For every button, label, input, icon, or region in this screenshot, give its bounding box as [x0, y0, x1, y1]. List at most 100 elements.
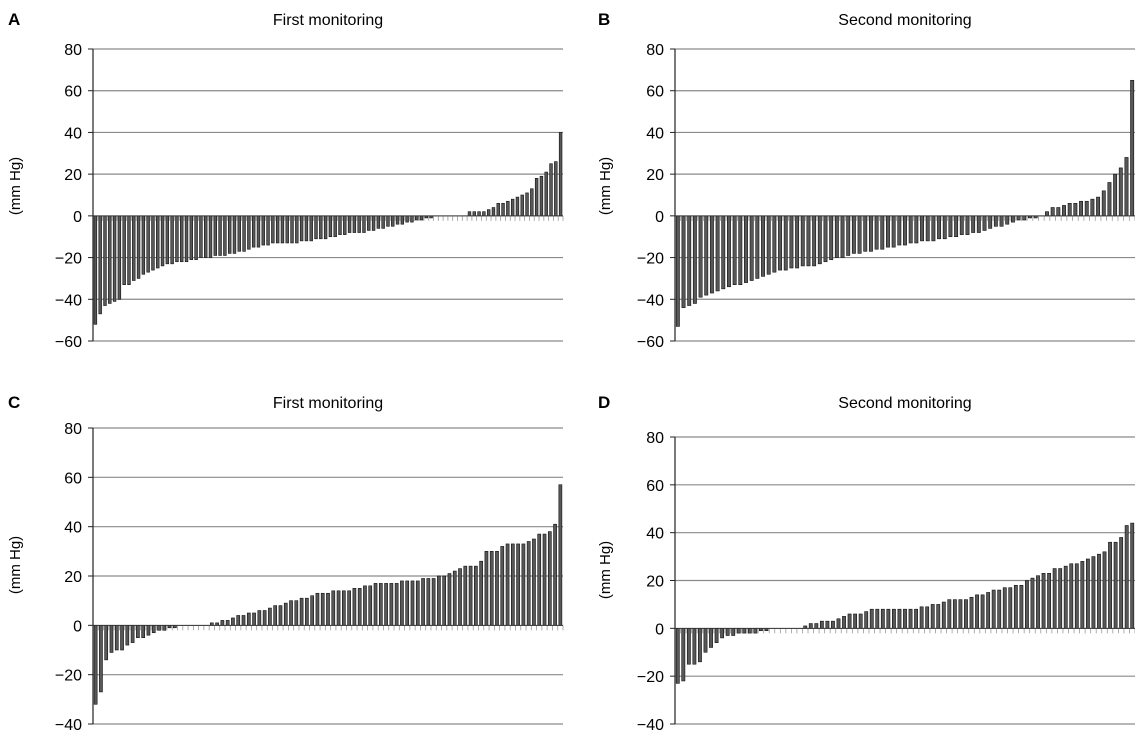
bar — [367, 215, 371, 231]
bar — [742, 628, 747, 634]
bar — [891, 215, 896, 248]
bar — [426, 578, 431, 626]
bar — [127, 215, 131, 285]
bar — [736, 628, 741, 634]
bar — [1084, 200, 1089, 217]
panel-c: C First monitoring (mm Hg) −40 −20 0 20 40 60… — [7, 393, 564, 734]
bar — [400, 215, 405, 225]
bar — [295, 215, 299, 244]
bar — [997, 589, 1002, 629]
bar — [991, 589, 996, 629]
y-tick-label: −20 — [637, 251, 664, 268]
bar — [189, 215, 194, 260]
bar — [290, 215, 294, 244]
bar — [999, 215, 1004, 227]
bar — [1113, 173, 1118, 217]
bar — [162, 625, 167, 631]
bar — [964, 599, 968, 629]
bar — [1090, 198, 1095, 217]
bar — [698, 628, 702, 663]
y-tick-label: 20 — [64, 167, 82, 184]
bar — [394, 583, 399, 626]
bar — [122, 215, 126, 285]
bar — [709, 628, 713, 648]
panel-a: A First monitoring (mm Hg) −60 −40 −20 0 20 4… — [7, 10, 564, 351]
bar — [109, 625, 114, 653]
bar — [294, 600, 299, 626]
bar — [251, 215, 256, 248]
bar — [825, 620, 830, 629]
bar — [510, 198, 515, 217]
bar — [698, 215, 703, 298]
bar — [141, 215, 146, 275]
bar — [897, 215, 902, 246]
bar — [247, 215, 251, 250]
bar — [180, 215, 184, 263]
bar — [384, 583, 388, 626]
bar — [823, 215, 828, 263]
bar — [315, 592, 320, 626]
bar — [112, 215, 117, 302]
bar — [373, 583, 378, 626]
bar — [486, 209, 491, 217]
bar — [510, 543, 515, 626]
bar — [720, 628, 725, 639]
bar — [1097, 553, 1101, 629]
bar — [868, 215, 873, 252]
bar — [1113, 541, 1118, 629]
bar — [892, 608, 896, 629]
bar — [925, 215, 930, 242]
bar — [231, 617, 235, 626]
y-tick-label: −40 — [637, 717, 664, 734]
bar — [273, 605, 278, 626]
bar — [376, 215, 381, 229]
bar — [814, 623, 819, 629]
bar — [395, 215, 400, 225]
bar — [846, 215, 851, 256]
bar — [484, 551, 489, 626]
bar — [766, 215, 771, 275]
bar — [954, 215, 959, 238]
bar — [157, 625, 161, 631]
bar — [136, 215, 141, 279]
bar — [553, 523, 557, 626]
bar — [908, 215, 913, 244]
bar — [338, 215, 342, 235]
bar — [744, 215, 748, 283]
bar — [386, 215, 390, 227]
bar — [521, 543, 526, 626]
bar — [959, 215, 964, 235]
bar — [842, 616, 846, 629]
bar — [104, 625, 109, 661]
bar — [937, 215, 942, 240]
y-tick-label: 40 — [64, 125, 82, 142]
bar — [1036, 575, 1040, 629]
bar — [389, 583, 394, 626]
bar — [549, 163, 553, 217]
bar — [931, 215, 936, 242]
panel-d-plot: −40 −20 0 20 40 60 80 — [637, 430, 1135, 734]
bar — [971, 215, 976, 233]
bar — [246, 612, 251, 626]
y-tick-label: −20 — [55, 251, 82, 268]
bar — [914, 215, 919, 244]
bar — [184, 215, 189, 263]
bar — [715, 215, 720, 292]
bar — [237, 215, 241, 252]
bar — [343, 215, 347, 235]
bar — [146, 625, 151, 636]
panel-a-ylabel: (mm Hg) — [7, 157, 24, 215]
bar — [472, 211, 476, 217]
bar — [232, 215, 237, 254]
panel-d-title: Second monitoring — [838, 395, 971, 412]
y-tick-label: −20 — [55, 668, 82, 685]
bar — [299, 215, 304, 242]
bar — [98, 215, 102, 315]
bar — [336, 590, 341, 626]
bar — [103, 215, 107, 306]
bar — [547, 531, 552, 626]
bar — [542, 533, 547, 626]
bar — [261, 215, 265, 246]
bar — [675, 215, 680, 327]
bar — [516, 543, 520, 626]
